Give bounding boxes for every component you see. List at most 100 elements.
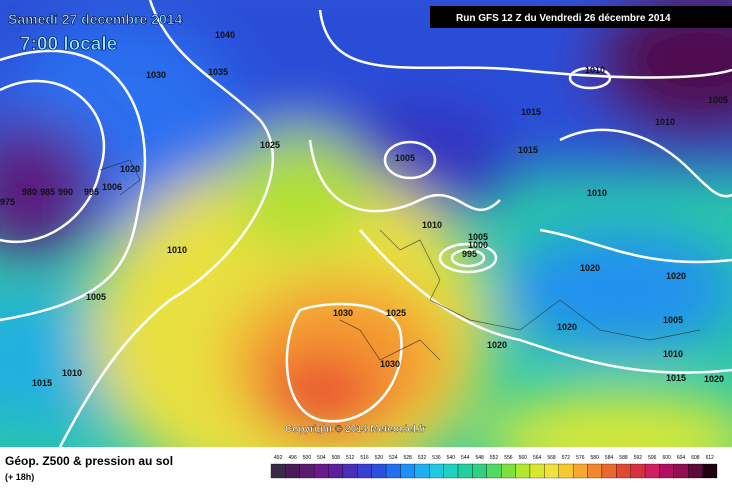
legend-swatch	[486, 463, 502, 479]
isobar-label: 1040	[215, 30, 235, 40]
legend-label: 536	[432, 455, 441, 461]
legend-swatch	[529, 463, 545, 479]
legend-label: 556	[504, 455, 513, 461]
isobar-label: 1020	[666, 271, 686, 281]
legend-swatch	[558, 463, 574, 479]
isobar-label: 1020	[580, 263, 600, 273]
legend-swatch	[270, 463, 286, 479]
legend-label: 592	[634, 455, 643, 461]
legend-swatch	[501, 463, 516, 479]
isobar-label: 1025	[386, 308, 406, 318]
legend-label: 512	[346, 455, 355, 461]
isobar-label: 995	[462, 249, 477, 259]
legend-swatch	[587, 463, 603, 479]
legend-label: 524	[389, 455, 398, 461]
isobar-label: 1005	[663, 315, 683, 325]
legend-label: 540	[447, 455, 456, 461]
isobar-label: 1005	[468, 232, 488, 242]
legend-swatch	[616, 463, 631, 479]
isobar-label: 1000	[468, 240, 488, 250]
legend-label: 520	[375, 455, 384, 461]
legend-label: 564	[533, 455, 542, 461]
legend-label: 588	[619, 455, 628, 461]
legend-swatch	[443, 463, 459, 479]
legend-label: 600	[662, 455, 671, 461]
legend-label: 580	[591, 455, 600, 461]
run: Run GFS 12 Z du Vendredi 26 décembre 201…	[456, 13, 671, 24]
isobar-label: 1010	[655, 117, 675, 127]
legend-swatch	[357, 463, 372, 479]
legend-swatch	[285, 463, 300, 479]
isobar-label: 1010	[422, 220, 442, 230]
isobar-label: 1020	[487, 340, 507, 350]
legend-label: 608	[691, 455, 700, 461]
legend-label: 544	[461, 455, 470, 461]
isobar-label: 1020	[704, 374, 724, 384]
isobar-label: 975	[0, 197, 15, 207]
isobar-label: 1015	[518, 145, 538, 155]
legend-label: 504	[317, 455, 326, 461]
footer-title: Géop. Z500 & pression au sol	[5, 454, 173, 468]
run-box	[430, 6, 732, 28]
legend-label: 552	[490, 455, 499, 461]
isobar-label: 1005	[86, 292, 106, 302]
isobar-label: 990	[58, 187, 73, 197]
legend-swatch	[601, 463, 617, 479]
copyright: Copyright © 2014 Meteociel.fr	[285, 424, 426, 435]
isobar-label: 1015	[666, 373, 686, 383]
legend-swatch	[644, 463, 660, 479]
legend-swatch	[371, 463, 387, 479]
legend-swatch	[673, 463, 689, 479]
isobar-label: 1035	[208, 67, 228, 77]
footer-lead: (+ 18h)	[5, 472, 34, 482]
legend-swatch	[515, 463, 531, 479]
legend-label: 568	[547, 455, 556, 461]
legend-swatch	[429, 463, 444, 479]
legend-swatch	[314, 463, 329, 479]
legend-label: 548	[475, 455, 484, 461]
legend-label: 560	[519, 455, 528, 461]
legend-label: 604	[677, 455, 686, 461]
isobar-label: 1005	[708, 95, 728, 105]
legend-swatch	[688, 463, 703, 479]
legend-label: 612	[706, 455, 715, 461]
legend-swatch	[630, 463, 646, 479]
legend-label: 572	[562, 455, 571, 461]
legend-swatch	[342, 463, 358, 479]
legend-label: 584	[605, 455, 614, 461]
legend: 492 496 500 504 508 512 516 520 524 528 532 536 540 5…	[270, 455, 718, 479]
title: Samedi 27 decembre 2014	[8, 11, 183, 27]
isobar-label: 1010	[663, 349, 683, 359]
legend-swatch	[400, 463, 416, 479]
isobar-label: 1010	[167, 245, 187, 255]
legend-label: 576	[576, 455, 585, 461]
legend-label: 496	[288, 455, 297, 461]
isobar-label: 995	[84, 187, 99, 197]
time: 7:00 locale	[20, 34, 117, 55]
legend-swatch	[572, 463, 588, 479]
legend-swatch	[414, 463, 430, 479]
isobar-label: 1015	[32, 378, 52, 388]
legend-swatch	[702, 463, 718, 479]
isobar-label: 1030	[380, 359, 400, 369]
isobar-label: 1020	[120, 164, 140, 174]
isobar-label: 1020	[557, 322, 577, 332]
isobar-label: 1030	[333, 308, 353, 318]
legend-swatch	[385, 463, 401, 479]
isobar-label: 1005	[395, 153, 415, 163]
legend-label: 528	[404, 455, 413, 461]
legend-swatch	[472, 463, 487, 479]
legend-label: 516	[360, 455, 369, 461]
legend-label: 500	[303, 455, 312, 461]
legend-swatch	[328, 463, 344, 479]
isobar-label: 985	[40, 187, 55, 197]
legend-swatch	[299, 463, 315, 479]
legend-swatch	[544, 463, 559, 479]
legend-label: 596	[648, 455, 657, 461]
legend-label: 532	[418, 455, 427, 461]
isobar-label: 980	[22, 187, 37, 197]
legend-label: 492	[274, 455, 283, 461]
